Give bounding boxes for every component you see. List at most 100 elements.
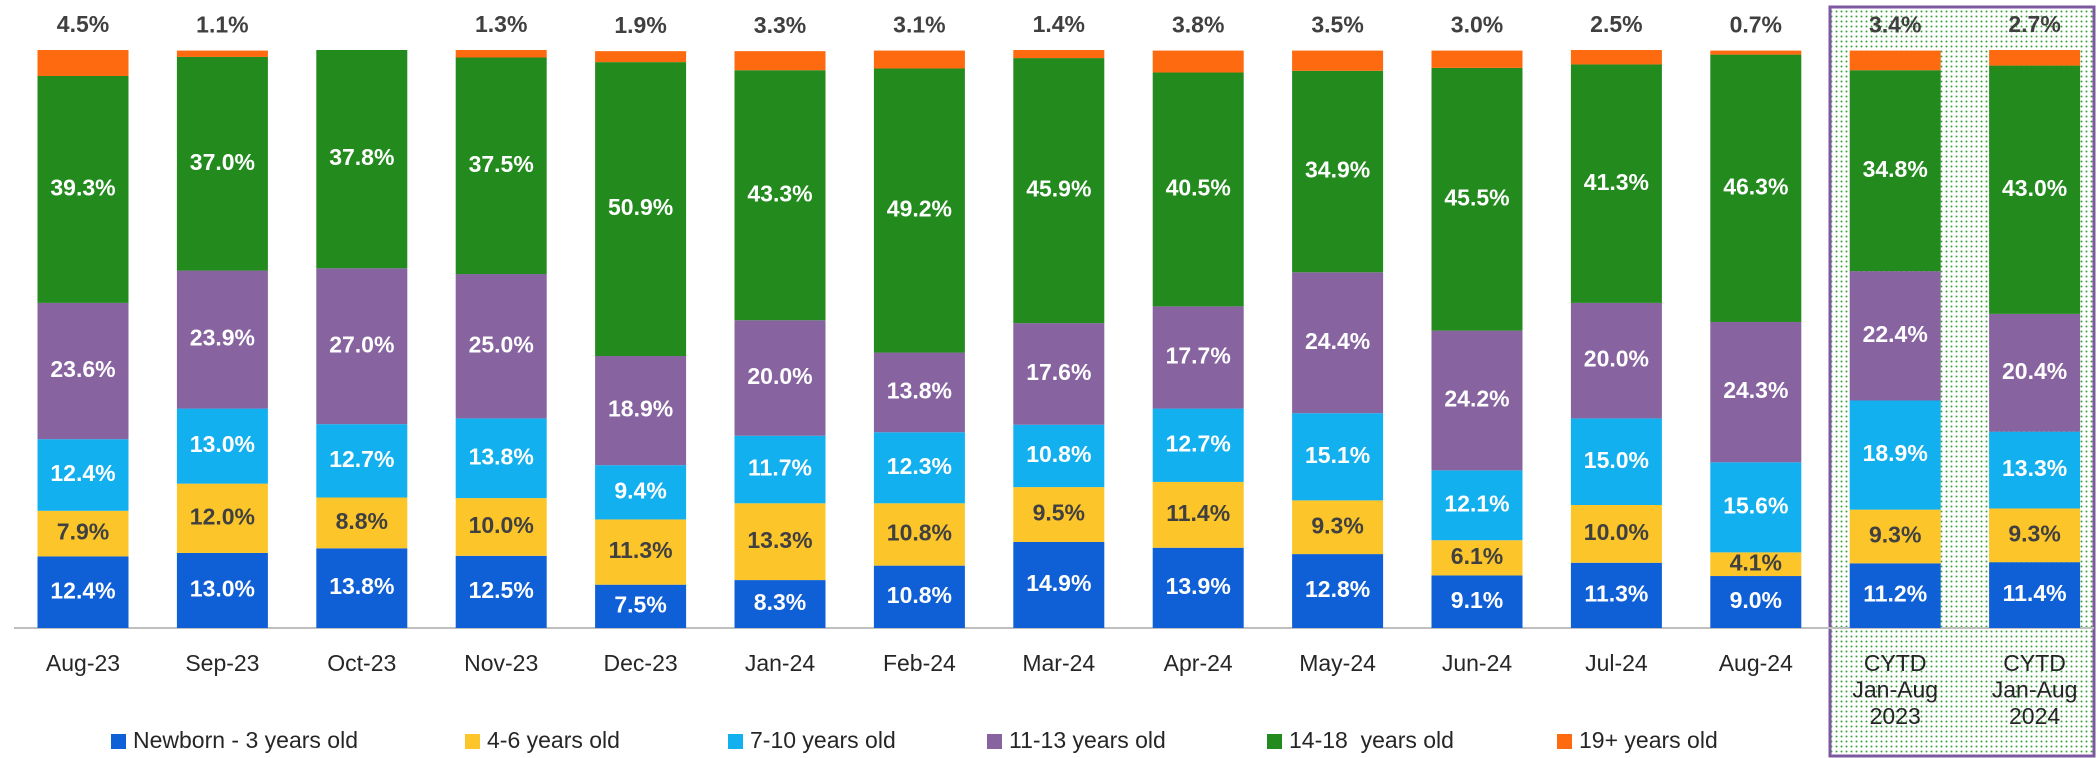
data-label: 13.0% [190,576,255,602]
x-tick-label: Mar-24 [1022,650,1095,676]
data-label: 11.3% [609,537,673,563]
bar-segment [1710,54,1802,322]
data-label: 12.4% [50,577,115,603]
bar-segment [1431,470,1523,541]
bar-segment [1710,552,1802,577]
data-label: 24.2% [1444,386,1509,412]
data-label: 39.3% [50,175,115,201]
data-label: 9.3% [1311,512,1363,538]
bar-segment [1292,272,1384,414]
x-tick-label: Apr-24 [1164,650,1233,676]
bar-segment [734,580,826,628]
data-label: 12.4% [50,460,115,486]
label-line: 2024 [2009,703,2060,729]
data-label: 2.5% [1590,11,1642,37]
legend-label: 14-18 years old [1289,727,1454,753]
data-label: 11.7% [748,455,812,481]
data-label: 11.3% [1584,580,1648,606]
data-label: 9.3% [2008,520,2060,546]
bar-segment [873,565,965,628]
data-label: 37.0% [190,149,255,175]
bar-segment [455,555,547,628]
data-label: 13.0% [190,431,255,457]
legend-label: 7-10 years old [750,727,896,753]
bar-segment [1152,547,1244,628]
data-label: 23.6% [50,356,115,382]
data-label: 43.0% [2002,175,2067,201]
bar-segment [1013,323,1105,425]
legend-swatch [1557,734,1572,749]
data-label: 1.1% [196,12,248,38]
bar-segment [1710,462,1802,553]
data-label: 3.4% [1869,12,1921,38]
bar-segment [37,439,129,511]
bar-segment [316,268,408,425]
legend-swatch [987,734,1002,749]
data-label: 9.4% [614,477,666,503]
data-label: 9.5% [1033,500,1085,526]
legend-label: 4-6 years old [487,727,620,753]
x-tick-label: Jan-24 [745,650,816,676]
bar-segment [37,556,129,628]
bar-segment [1013,424,1105,488]
data-label: 12.0% [190,503,255,529]
x-tick-label: CYTD Jan-Aug 2024 [1992,650,2078,729]
data-label: 8.8% [336,508,388,534]
data-label: 12.3% [887,453,952,479]
bar-segment [1152,481,1244,548]
bar-segment [873,68,965,353]
legend-swatch [1267,734,1282,749]
bar-segment [1431,67,1523,331]
legend-swatch [111,734,126,749]
legend-label: Newborn - 3 years old [133,727,358,753]
bar-segment [1292,413,1384,501]
bar-segment [455,50,547,58]
bar-segment [1152,72,1244,307]
data-label: 24.3% [1723,377,1788,403]
bar-segment [1570,562,1662,628]
data-label: 9.3% [1869,522,1921,548]
data-label: 4.5% [57,11,109,37]
bar-segment [455,274,547,419]
data-label: 43.3% [747,180,812,206]
bar-segment [455,498,547,556]
data-label: 10.8% [887,520,952,546]
bar-segment [37,50,129,76]
bar-segment [1292,554,1384,628]
x-tick-label: Aug-24 [1719,650,1793,676]
bar-segment [1570,505,1662,563]
label-line: CYTD [1864,650,1927,676]
label-line: Jan-Aug [1852,677,1938,703]
data-label: 34.8% [1863,156,1928,182]
bar-segment [176,270,268,409]
bar-segment [176,483,268,553]
data-label: 11.2% [1863,581,1927,607]
bar-segment [1570,64,1662,303]
legend-swatch [465,734,480,749]
bar-segment [1989,508,2081,563]
x-tick-label: Oct-23 [327,650,396,676]
bar-segment [1292,70,1384,273]
data-label: 41.3% [1584,169,1649,195]
label-line: Jan-Aug [1992,677,2078,703]
data-label: 6.1% [1451,543,1503,569]
data-label: 15.6% [1723,492,1788,518]
bar-segment [176,56,268,271]
data-label: 15.1% [1305,442,1370,468]
bar-segment [1989,313,2081,432]
bar-segment [1849,50,1941,71]
data-label: 13.3% [2002,455,2067,481]
bar-segment [37,510,129,557]
bar-segment [1989,65,2081,314]
data-label: 12.1% [1444,490,1509,516]
bar-segment [37,302,129,440]
bar-segment [873,352,965,433]
bar-segment [734,51,826,71]
bar-segment [1013,541,1105,628]
data-label: 22.4% [1863,321,1928,347]
data-label: 13.8% [329,573,394,599]
data-label: 0.7% [1730,12,1782,38]
data-label: 13.9% [1166,573,1231,599]
bar-segment [1013,50,1105,59]
